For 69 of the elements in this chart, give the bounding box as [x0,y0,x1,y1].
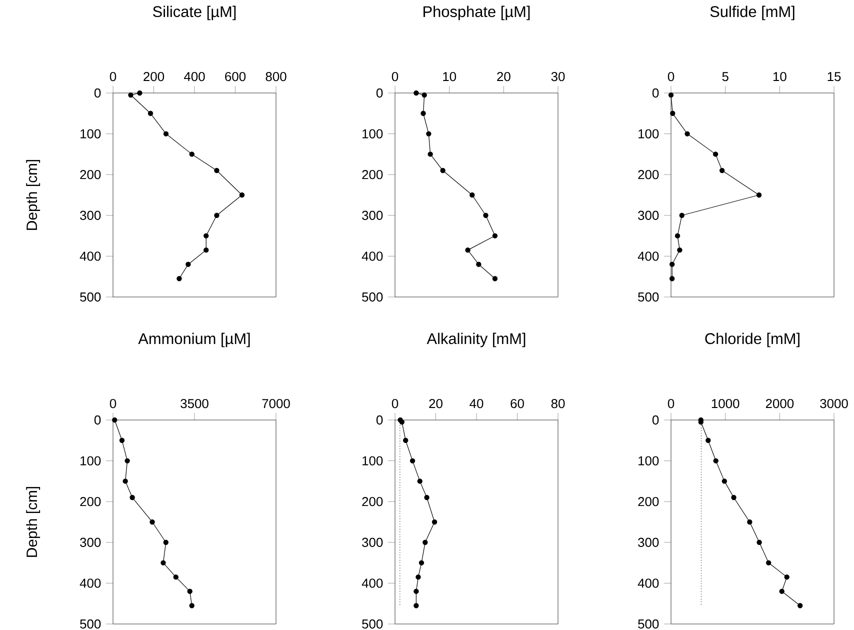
y-tick-label: 300 [80,210,101,220]
y-tick-label: 300 [362,538,383,547]
y-tick-label: 400 [80,578,101,588]
y-tick-label: 100 [638,129,659,138]
y-tick-label: 500 [362,619,383,629]
x-tick-label: 1000 [712,398,740,408]
y-tick-label: 0 [94,88,101,98]
y-tick-label: 300 [638,538,659,547]
x-tick-label: 3000 [820,398,848,408]
x-tick-label: 3500 [180,398,208,408]
x-tick-label: 400 [184,72,205,82]
y-tick-label: 0 [376,415,383,425]
y-tick-label: 500 [638,619,659,629]
x-tick-label: 20 [497,72,510,82]
x-tick-label: 800 [266,72,286,82]
y-tick-label: 300 [80,538,101,547]
x-tick-label: 5 [722,72,728,82]
y-tick-label: 0 [94,415,101,425]
x-tick-label: 10 [443,72,456,82]
y-axis-title: Depth [cm] [26,486,40,557]
x-tick-label: 15 [828,72,841,82]
y-tick-label: 0 [376,88,383,98]
x-tick-label: 40 [470,398,484,408]
y-tick-label: 300 [362,210,383,220]
y-tick-label: 400 [638,578,659,588]
x-tick-label: 10 [773,72,786,82]
y-tick-label: 100 [638,456,659,466]
chart-title: Silicate [µM] [153,6,236,20]
y-tick-label: 500 [80,292,101,302]
x-tick-label: 30 [551,72,565,82]
y-tick-label: 200 [362,497,383,506]
y-tick-label: 400 [362,578,383,588]
x-tick-label: 20 [429,398,442,408]
chart-title: Chloride [mM] [705,332,800,348]
x-tick-label: 0 [668,72,674,82]
y-tick-label: 500 [362,292,383,302]
y-tick-label: 400 [80,252,101,261]
x-tick-label: 0 [392,72,398,82]
chart-title: Ammonium [µM] [138,332,250,348]
y-tick-label: 200 [638,170,659,180]
x-tick-label: 60 [510,398,524,408]
y-tick-label: 200 [638,497,659,506]
y-tick-label: 100 [80,456,101,466]
y-tick-label: 200 [80,170,101,180]
y-tick-label: 100 [362,129,383,138]
y-tick-label: 0 [652,415,659,425]
x-tick-label: 7000 [262,398,290,408]
x-tick-label: 200 [144,72,164,82]
y-tick-label: 200 [362,170,383,180]
y-tick-label: 100 [362,456,383,466]
x-tick-label: 0 [392,398,398,408]
y-tick-label: 500 [80,619,101,629]
x-tick-label: 0 [668,398,674,408]
x-tick-label: 600 [225,72,246,82]
x-tick-label: 80 [551,398,565,408]
y-axis-title: Depth [cm] [26,160,40,230]
chart-title: Alkalinity [mM] [426,332,526,348]
x-tick-label: 0 [110,398,116,408]
y-tick-label: 400 [638,252,659,261]
x-tick-label: 0 [110,72,116,82]
y-tick-label: 200 [80,497,101,506]
y-tick-label: 400 [362,252,383,261]
y-tick-label: 0 [652,88,659,98]
y-tick-label: 500 [638,292,659,302]
y-tick-label: 100 [80,129,101,138]
chart-title: Phosphate [µM] [424,6,530,20]
x-tick-label: 2000 [766,398,794,408]
chart-title: Sulfide [mM] [710,6,794,20]
y-tick-label: 300 [638,210,659,220]
